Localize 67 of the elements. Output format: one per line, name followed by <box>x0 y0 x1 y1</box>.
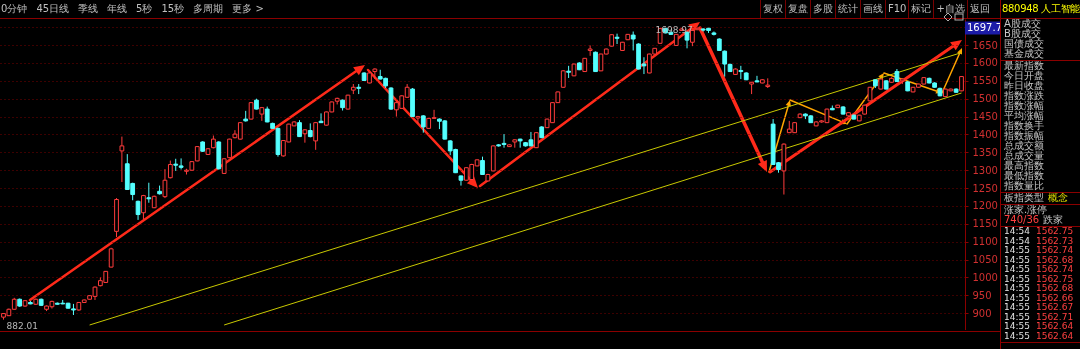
text: 指数涨跌 <box>1004 90 1044 101</box>
text: 平均涨幅 <box>1004 110 1044 121</box>
text: 45日线 <box>36 2 70 16</box>
text: 涨家.涨停 740/36 跌家 <box>1004 204 1064 225</box>
text: 14:55 1562.68 <box>1004 283 1074 294</box>
text: 总成交额 <box>1004 140 1044 151</box>
text: 多股 <box>810 0 835 18</box>
text: 14:55 1562.75 <box>1004 273 1074 284</box>
y-tick-label: 1350 <box>972 146 998 158</box>
text: 14:55 1562.68 <box>1004 254 1074 265</box>
text: 总成交量 <box>1004 150 1044 161</box>
text: 返回 <box>966 0 992 18</box>
text: 14:55 1562.64 <box>1004 321 1074 332</box>
annotation: 882.01 <box>6 320 38 331</box>
y-tick-label: 1450 <box>972 111 998 123</box>
text: 今日开盘 <box>1004 70 1044 81</box>
text: 多周期 <box>193 2 224 16</box>
text: 14:55 1562.74 <box>1004 264 1074 275</box>
text: 14:55 1562.64 <box>1004 330 1074 341</box>
y-tick-label: 1300 <box>972 164 998 176</box>
y-tick-label: 1150 <box>972 218 998 230</box>
text: +自选 <box>933 0 967 18</box>
text: 复权 <box>760 0 785 18</box>
text: 0分钟 <box>1 2 28 16</box>
y-tick-label: 1200 <box>972 200 998 212</box>
text: 14:55 1562.67 <box>1004 302 1074 313</box>
text: 国债成交 <box>1004 38 1044 49</box>
text: 指数振幅 <box>1004 130 1044 141</box>
y-tick-label: 1100 <box>972 236 998 248</box>
text: B股成交 <box>1004 28 1041 39</box>
text: 最新指数 <box>1004 60 1044 71</box>
text: 最高指数 <box>1004 160 1044 171</box>
text: 更多 > <box>232 2 264 16</box>
text: 画线 <box>860 0 885 18</box>
y-tick-label: 1650 <box>972 39 998 51</box>
text: 14:54 1562.73 <box>1004 235 1074 246</box>
text: 年线 <box>107 2 128 16</box>
text: 指数换手 <box>1004 120 1044 131</box>
text: 季线 <box>78 2 99 16</box>
y-tick-label: 1000 <box>972 271 998 283</box>
text: 880948 人工智能 <box>1001 0 1080 19</box>
text: 15秒 <box>161 2 185 16</box>
text: 板指类型 概念 <box>1004 192 1068 203</box>
text: 14:55 1562.74 <box>1004 245 1074 256</box>
text: 14:55 1562.71 <box>1004 311 1074 322</box>
y-tick-label: 1250 <box>972 182 998 194</box>
text: 标记 <box>908 0 934 18</box>
text: 最低指数 <box>1004 170 1044 181</box>
text: 指数量比 <box>1004 180 1044 191</box>
y-tick-label: 1400 <box>972 128 998 140</box>
y-tick-label: 1050 <box>972 254 998 266</box>
text: F10 <box>885 0 909 18</box>
text: 基金成交 <box>1004 48 1044 59</box>
text: 指数涨幅 <box>1004 100 1044 111</box>
text: 昨日收盘 <box>1004 80 1044 91</box>
text: 5秒 <box>136 2 153 16</box>
text: 统计 <box>835 0 860 18</box>
text: 复盘 <box>785 0 810 18</box>
y-tick-label: 1500 <box>972 93 998 105</box>
y-tick-label: 1600 <box>972 57 998 69</box>
text: A股成交 <box>1004 18 1041 29</box>
annotation: 1697.7 <box>967 22 1002 34</box>
y-tick-label: 950 <box>972 289 992 301</box>
y-tick-label: 1550 <box>972 75 998 87</box>
y-tick-label: 900 <box>972 307 992 319</box>
text: 14:54 1562.75 <box>1004 226 1074 237</box>
text: 14:55 1562.66 <box>1004 292 1074 303</box>
